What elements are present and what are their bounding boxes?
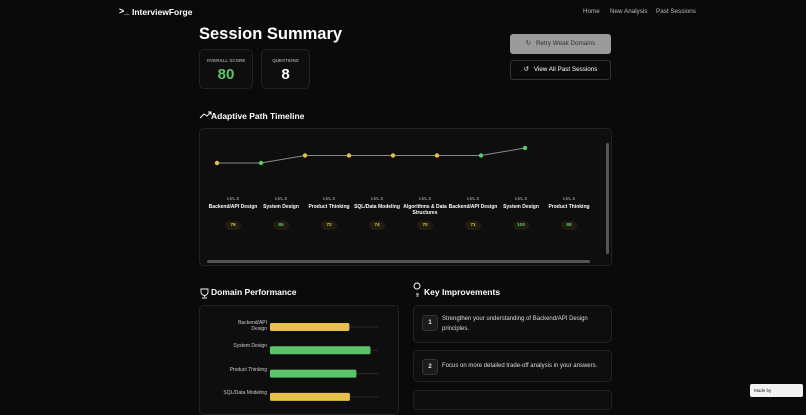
bulb-icon [413, 282, 421, 297]
score-pill: 71 [465, 221, 481, 230]
stat-value: 80 [217, 66, 235, 83]
brand-icon: >_ [119, 6, 130, 16]
button[interactable]: ↺ View All Past Sessions [510, 60, 611, 80]
level-label: LVL 3 [419, 196, 431, 201]
level-label: LVL 4 [563, 196, 575, 201]
timeline-point [522, 145, 528, 151]
level-label: LVL 2 [275, 196, 287, 201]
stat-card: QUESTIONS 8 [261, 49, 310, 89]
timeline-point [434, 153, 440, 158]
timeline-point [346, 153, 352, 158]
section-title: Domain Performance [211, 287, 297, 297]
stat-label: OVERALL SCORE [206, 58, 246, 63]
domain-label: Algorithms & Data Structures [403, 204, 447, 216]
stat-label: QUESTIONS [272, 58, 299, 63]
level-label: LVL 3 [371, 196, 383, 201]
item-text: Strengthen your understanding of Backend… [442, 316, 588, 332]
bar [270, 346, 371, 355]
domain-label: Backend/API Design [208, 204, 258, 210]
domain-label: SQL/Data Modeling [354, 204, 400, 210]
nav-link[interactable]: Home [583, 8, 600, 15]
level-label: LVL 3 [323, 196, 335, 201]
brand[interactable]: InterviewForge [132, 7, 193, 17]
score-pill: 72 [321, 221, 337, 230]
item-number: 2 [422, 359, 438, 375]
timeline-line [217, 147, 526, 164]
scrollbar[interactable] [207, 260, 590, 263]
score-pill: 100 [513, 221, 529, 230]
level-label: LVL 3 [467, 196, 479, 201]
score-pill: 88 [561, 221, 577, 230]
badge[interactable]: Made by [750, 384, 803, 397]
nav-link[interactable]: New Analysis [610, 8, 648, 15]
item-number: 1 [422, 315, 438, 331]
item-text: Focus on more detailed trade-off analysi… [442, 363, 598, 369]
stat-value: 8 [281, 66, 290, 83]
improvement-card: 2 Focus on more detailed trade-off analy… [413, 350, 612, 382]
domain-label: Product Thinking [308, 204, 350, 210]
bar [270, 369, 357, 378]
bar-label: System Design [233, 343, 267, 350]
stat-card: OVERALL SCORE 80 [199, 49, 253, 89]
timeline-point [214, 160, 220, 166]
bar-label: Backend/API Design [238, 320, 267, 332]
bar-label: Product Thinking [229, 366, 267, 373]
bar-label: SQL/Data Modeling [223, 389, 267, 396]
level-label: LVL 3 [515, 196, 527, 201]
score-pill: 76 [225, 221, 241, 230]
page: >_ InterviewForge Home New Analysis Past… [119, 6, 803, 415]
button[interactable]: ↻ Retry Weak Domains [510, 34, 611, 54]
trophy-icon [200, 288, 209, 299]
button-label: Retry Weak Domains [535, 40, 596, 47]
timeline-point [390, 153, 396, 158]
timeline-point [258, 160, 264, 166]
timeline-point [478, 153, 484, 158]
chart-layer [199, 111, 609, 401]
improvement-card: 1 Strengthen your understanding of Backe… [413, 305, 612, 343]
bar [270, 392, 350, 401]
bar [270, 323, 350, 331]
timeline-point [302, 153, 308, 158]
button-label: View All Past Sessions [533, 66, 598, 73]
level-label: LVL 2 [227, 196, 239, 201]
badge-text: Made by [754, 388, 772, 393]
domain-label: Backend/API Design [448, 204, 498, 210]
domain-label: Product Thinking [548, 204, 590, 210]
domain-label: System Design [503, 204, 539, 210]
scrollbar[interactable] [606, 143, 609, 254]
domain-label: System Design [263, 204, 299, 210]
score-pill: 74 [369, 221, 385, 230]
timeline-card [199, 128, 612, 266]
page-title: Session Summary [199, 25, 343, 43]
trend-icon [199, 111, 212, 119]
score-pill: 70 [417, 221, 433, 230]
score-pill: 86 [273, 221, 289, 230]
section-title: Adaptive Path Timeline [211, 111, 305, 121]
nav-link[interactable]: Past Sessions [656, 8, 696, 15]
section-title: Key Improvements [424, 287, 501, 297]
